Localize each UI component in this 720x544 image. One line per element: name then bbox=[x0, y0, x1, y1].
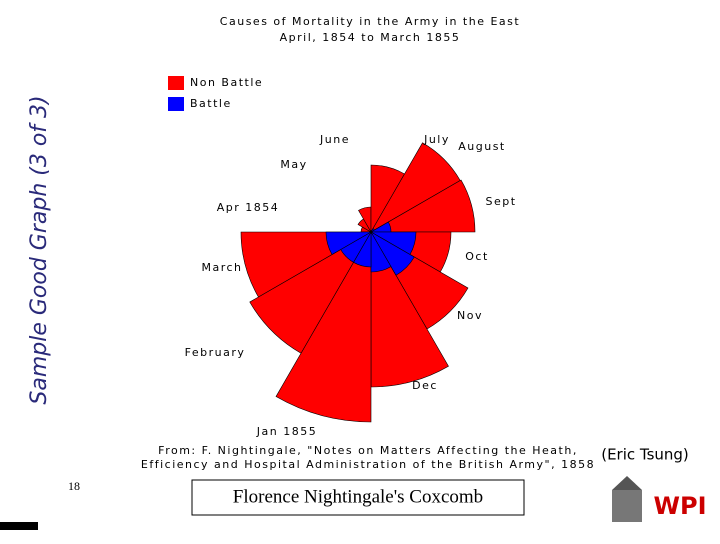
side-title: Sample Good Graph (3 of 3) bbox=[27, 95, 52, 404]
chart-title: April, 1854 to March 1855 bbox=[280, 31, 461, 44]
category-label: June bbox=[319, 133, 350, 146]
category-label: August bbox=[458, 140, 506, 153]
svg-text:WPI: WPI bbox=[654, 492, 707, 520]
wedge bbox=[370, 230, 392, 273]
credit: (Eric Tsung) bbox=[601, 446, 689, 464]
page-number: 18 bbox=[68, 479, 80, 493]
wedge bbox=[369, 179, 476, 233]
wedge bbox=[370, 231, 415, 276]
category-label: Jan 1855 bbox=[256, 425, 317, 438]
category-label: Apr 1854 bbox=[217, 201, 280, 214]
legend-label: Battle bbox=[190, 97, 232, 110]
caption: Florence Nightingale's Coxcomb bbox=[233, 486, 483, 507]
chart-title: Causes of Mortality in the Army in the E… bbox=[220, 15, 520, 28]
wedge bbox=[325, 231, 373, 255]
wedge bbox=[275, 230, 372, 423]
legend-label: Non Battle bbox=[190, 76, 263, 89]
source: From: F. Nightingale, "Notes on Matters … bbox=[158, 444, 578, 457]
wedge bbox=[249, 231, 372, 354]
category-label: Oct bbox=[465, 250, 489, 263]
legend-swatch bbox=[168, 76, 184, 90]
category-label: Nov bbox=[457, 309, 483, 322]
logo: WPI bbox=[612, 476, 707, 522]
source: Efficiency and Hospital Administration o… bbox=[141, 458, 595, 471]
corner-bar bbox=[0, 522, 38, 530]
caption-box bbox=[191, 479, 525, 516]
category-label: July bbox=[423, 133, 450, 146]
legend-swatch bbox=[168, 97, 184, 111]
category-label: Sept bbox=[485, 195, 516, 208]
category-label: March bbox=[201, 261, 242, 274]
category-label: Dec bbox=[412, 379, 438, 392]
category-label: February bbox=[185, 346, 246, 359]
category-label: May bbox=[280, 158, 307, 171]
